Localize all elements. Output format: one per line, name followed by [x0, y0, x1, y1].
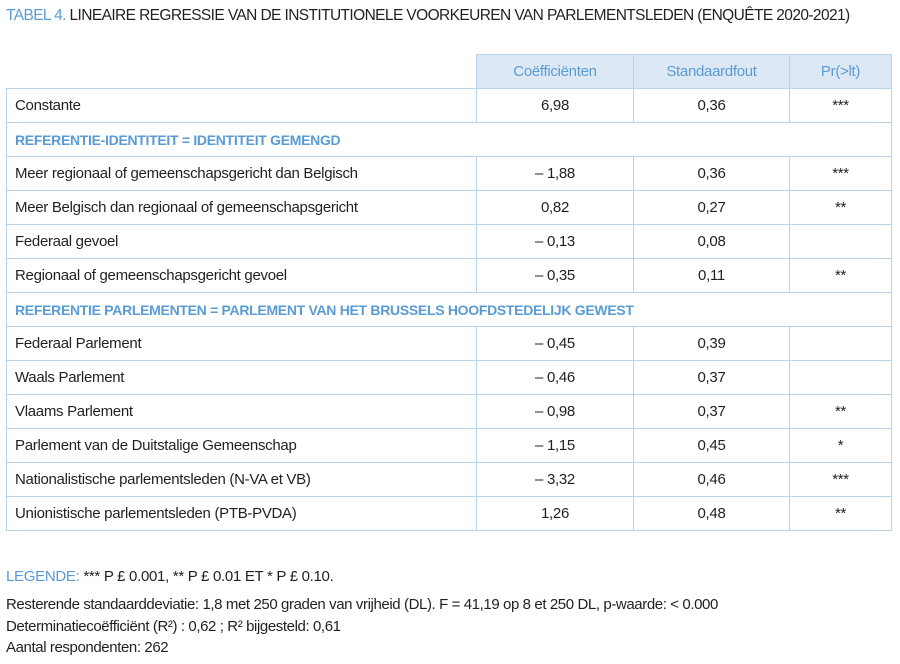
significance-empty: [789, 360, 892, 395]
standard-error: 0,45: [633, 428, 790, 463]
row-label: Nationalistische parlementsleden (N-VA e…: [6, 462, 477, 497]
legend-text: *** P £ 0.001, ** P £ 0.01 ET * P £ 0.10…: [83, 568, 334, 585]
header-empty: [6, 54, 477, 89]
title-label: TABEL 4.: [6, 7, 66, 24]
section-label: REFERENTIE PARLEMENTEN = PARLEMENT VAN H…: [6, 292, 892, 327]
significance: **: [789, 190, 892, 225]
significance: *: [789, 428, 892, 463]
standard-error: 0,11: [633, 258, 790, 293]
table-body: Constante 6,98 0,36 *** REFERENTIE-IDENTITEI…: [6, 88, 892, 531]
coefficient: – 0,45: [476, 326, 634, 361]
data-row: Parlement van de Duitstalige Gemeenschap…: [6, 428, 892, 463]
column-header: Pr(>lt): [789, 54, 892, 89]
significance-empty: [789, 326, 892, 361]
data-row: Waals Parlement – 0,46 0,37: [6, 360, 892, 395]
note: Resterende standaarddeviatie: 1,8 met 25…: [6, 596, 718, 613]
row-label: Meer regionaal of gemeenschapsgericht da…: [6, 156, 477, 191]
row-label: Waals Parlement: [6, 360, 477, 395]
coefficient: – 1,15: [476, 428, 634, 463]
row-label: Regionaal of gemeenschapsgericht gevoel: [6, 258, 477, 293]
column-header: Coëfficiënten: [476, 54, 634, 89]
standard-error: 0,36: [633, 88, 790, 123]
standard-error: 0,37: [633, 360, 790, 395]
data-row: Federaal gevoel – 0,13 0,08: [6, 224, 892, 259]
standard-error: 0,27: [633, 190, 790, 225]
coefficient: – 1,88: [476, 156, 634, 191]
row-label: Meer Belgisch dan regionaal of gemeensch…: [6, 190, 477, 225]
coefficient: 1,26: [476, 496, 634, 531]
column-header: Standaardfout: [633, 54, 790, 89]
significance: ***: [789, 462, 892, 497]
data-row: Regionaal of gemeenschapsgericht gevoel –…: [6, 258, 892, 293]
section-row: REFERENTIE PARLEMENTEN = PARLEMENT VAN H…: [6, 292, 892, 327]
data-row: Unionistische parlementsleden (PTB-PVDA)…: [6, 496, 892, 531]
title: TABEL 4. LINEAIRE REGRESSIE VAN DE INSTI…: [6, 7, 850, 25]
standard-error: 0,39: [633, 326, 790, 361]
standard-error: 0,36: [633, 156, 790, 191]
coefficient: 0,82: [476, 190, 634, 225]
data-row: Meer Belgisch dan regionaal of gemeensch…: [6, 190, 892, 225]
row-label: Federaal gevoel: [6, 224, 477, 259]
row-label: Unionistische parlementsleden (PTB-PVDA): [6, 496, 477, 531]
row-label: Federaal Parlement: [6, 326, 477, 361]
regression-table: Coëfficiënten Standaardfout Pr(>lt) Consta…: [6, 54, 892, 531]
coefficient: – 0,13: [476, 224, 634, 259]
coefficient: – 0,35: [476, 258, 634, 293]
coefficient: – 0,98: [476, 394, 634, 429]
legend-label: LEGENDE:: [6, 568, 80, 585]
significance-empty: [789, 224, 892, 259]
row-label: Parlement van de Duitstalige Gemeenschap: [6, 428, 477, 463]
row-label: Constante: [6, 88, 477, 123]
data-row: Nationalistische parlementsleden (N-VA e…: [6, 462, 892, 497]
significance: **: [789, 258, 892, 293]
header-row: Coëfficiënten Standaardfout Pr(>lt): [6, 54, 892, 89]
significance: **: [789, 394, 892, 429]
legend: LEGENDE: *** P £ 0.001, ** P £ 0.01 ET *…: [6, 568, 334, 585]
significance: **: [789, 496, 892, 531]
section-row: REFERENTIE-IDENTITEIT = IDENTITEIT GEMEN…: [6, 122, 892, 157]
significance: ***: [789, 156, 892, 191]
data-row: Vlaams Parlement – 0,98 0,37 **: [6, 394, 892, 429]
section-label: REFERENTIE-IDENTITEIT = IDENTITEIT GEMEN…: [6, 122, 892, 157]
coefficient: – 0,46: [476, 360, 634, 395]
note: Aantal respondenten: 262: [6, 639, 169, 656]
significance: ***: [789, 88, 892, 123]
standard-error: 0,48: [633, 496, 790, 531]
standard-error: 0,46: [633, 462, 790, 497]
coefficient: 6,98: [476, 88, 634, 123]
data-row: Meer regionaal of gemeenschapsgericht da…: [6, 156, 892, 191]
standard-error: 0,37: [633, 394, 790, 429]
row-label: Vlaams Parlement: [6, 394, 477, 429]
data-row: Federaal Parlement – 0,45 0,39: [6, 326, 892, 361]
coefficient: – 3,32: [476, 462, 634, 497]
title-text: LINEAIRE REGRESSIE VAN DE INSTITUTIONELE…: [69, 7, 851, 24]
standard-error: 0,08: [633, 224, 790, 259]
note: Determinatiecoëfficiënt (R²) : 0,62 ; R²…: [6, 617, 341, 635]
data-row: Constante 6,98 0,36 ***: [6, 88, 892, 123]
